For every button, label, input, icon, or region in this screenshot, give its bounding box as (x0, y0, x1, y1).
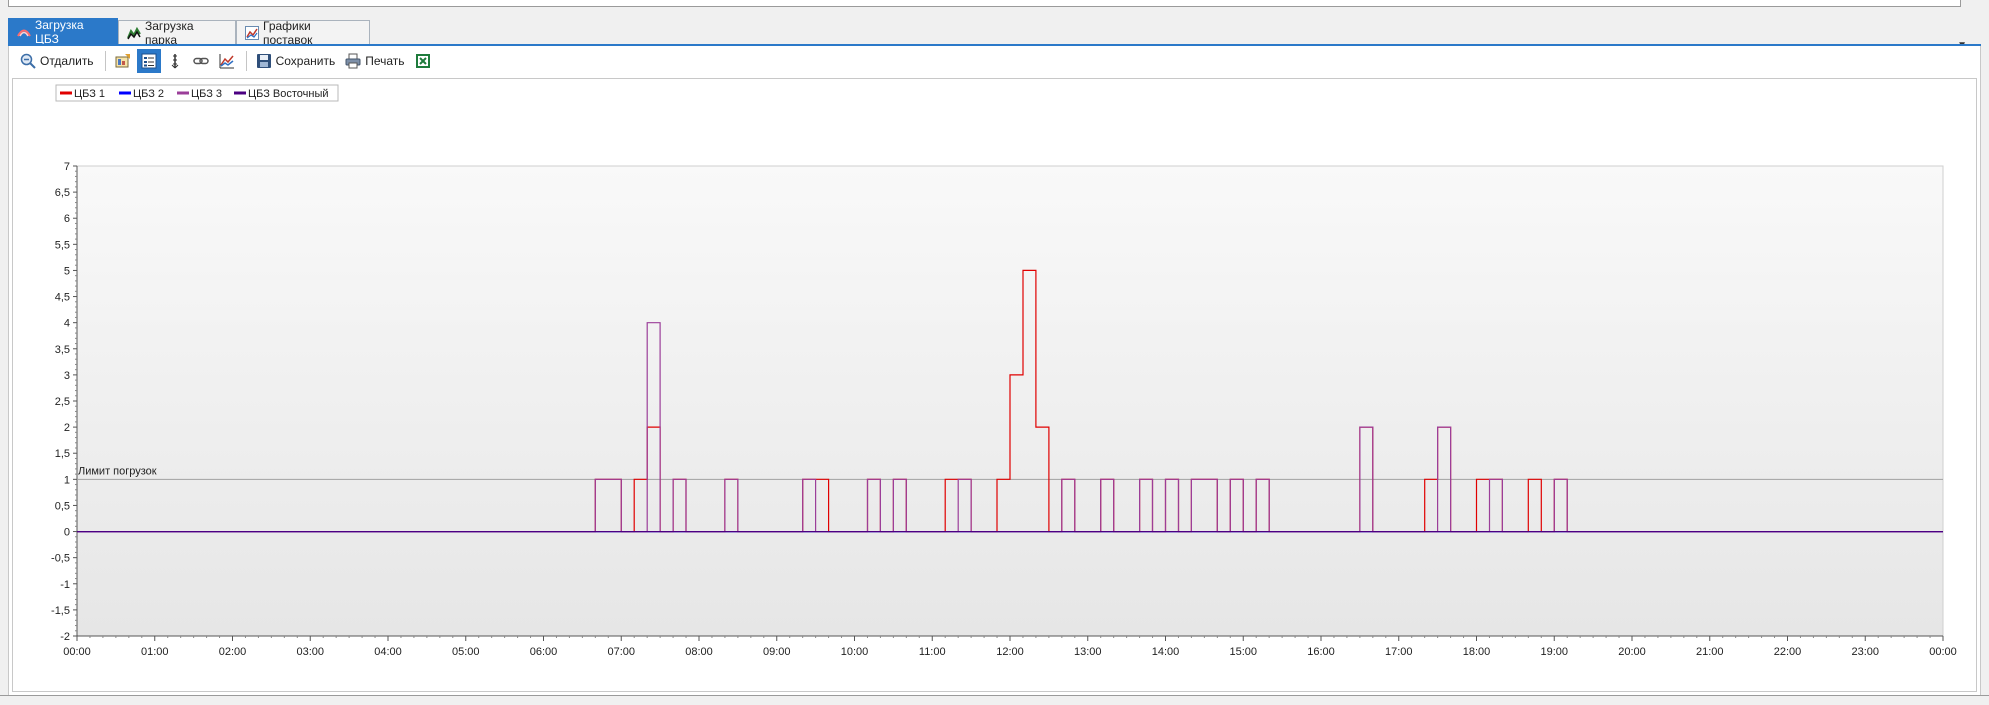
y-tick-label: -1 (60, 579, 70, 591)
printer-icon (345, 53, 361, 69)
y-tick-label: -1,5 (51, 605, 70, 617)
x-tick-label: 10:00 (841, 646, 869, 658)
zoom-out-button[interactable]: Отдалить (16, 49, 98, 73)
y-tick-label: 7 (64, 161, 70, 173)
save-button[interactable]: Сохранить (252, 49, 340, 73)
x-tick-label: 01:00 (141, 646, 169, 658)
link-icon (192, 53, 209, 69)
y-tick-label: 4,5 (55, 292, 70, 304)
tab-cbz-load[interactable]: Загрузка ЦБЗ (8, 18, 118, 46)
zoom-out-icon (20, 53, 36, 69)
tab-park-load[interactable]: Загрузка парка (118, 18, 236, 47)
toolbar-separator (104, 51, 106, 71)
x-tick-label: 08:00 (685, 646, 713, 658)
bottom-status-strip (0, 695, 1989, 705)
y-tick-label: 6,5 (55, 187, 70, 199)
x-tick-label: 06:00 (530, 646, 558, 658)
export-excel-button[interactable] (411, 49, 435, 73)
x-tick-label: 02:00 (219, 646, 247, 658)
legend-entry: ЦБЗ 2 (133, 88, 164, 100)
legend-box (55, 84, 339, 102)
tab-underline (8, 44, 1981, 46)
chart-toolbar: Отдалить Сохранить Печать (8, 46, 1981, 76)
chart-properties-button[interactable] (111, 49, 135, 73)
y-tick-label: 5,5 (55, 239, 70, 251)
x-tick-label: 07:00 (607, 646, 635, 658)
x-tick-label: 20:00 (1618, 646, 1646, 658)
tab-bar: Загрузка ЦБЗ Загрузка парка Графики пост… (8, 18, 1981, 51)
line-chart-icon (219, 53, 235, 69)
legend-entry: ЦБЗ Восточный (248, 88, 329, 100)
y-tick-label: 6 (64, 213, 70, 225)
excel-icon (415, 53, 431, 69)
legend-toggle-button[interactable] (136, 49, 161, 73)
y-tick-label: 0 (64, 527, 70, 539)
x-tick-label: 17:00 (1385, 646, 1413, 658)
x-tick-label: 16:00 (1307, 646, 1335, 658)
y-tick-label: 1,5 (55, 448, 70, 460)
x-tick-label: 19:00 (1540, 646, 1568, 658)
x-tick-label: 04:00 (374, 646, 402, 658)
y-tick-label: 2 (64, 422, 70, 434)
chart-type-button[interactable] (215, 49, 239, 73)
x-tick-label: 15:00 (1229, 646, 1257, 658)
x-tick-label: 13:00 (1074, 646, 1102, 658)
x-tick-label: 05:00 (452, 646, 480, 658)
y-tick-label: 4 (64, 318, 70, 330)
step-line-chart: -2 -1,5 -1 -0,5 0 0,5 1 1,5 2 2,5 3 3,5 4 4,5 5 5,5 6 6,5… (51, 84, 1957, 658)
save-label: Сохранить (275, 54, 336, 68)
limit-line-label: Лимит погрузок (78, 465, 157, 477)
chart-area: -2 -1,5 -1 -0,5 0 0,5 1 1,5 2 2,5 3 3,5 4 4,5 5 5,5 6 6,5… (12, 78, 1977, 692)
tab-label: Загрузка парка (145, 18, 194, 47)
x-tick-label: 00:00 (63, 646, 91, 658)
y-tick-label: -2 (60, 631, 70, 643)
tab-label: Графики поставок (263, 18, 313, 47)
link-series-button[interactable] (189, 49, 213, 73)
x-tick-label: 23:00 (1851, 646, 1879, 658)
delivery-chart-icon (245, 25, 259, 40)
axis-button[interactable] (163, 49, 187, 73)
toolbar-separator (245, 51, 247, 71)
x-tick-label: 12:00 (996, 646, 1024, 658)
print-button[interactable]: Печать (341, 49, 408, 73)
y-tick-label: -0,5 (51, 553, 70, 565)
x-tick-label: 11:00 (919, 646, 946, 658)
top-panel-strip (0, 0, 1989, 10)
y-tick-label: 2,5 (55, 396, 70, 408)
legend-icon (141, 53, 157, 69)
tank-chart-icon (127, 26, 141, 40)
tab-label: Загрузка ЦБЗ (35, 18, 84, 46)
x-tick-label: 09:00 (763, 646, 791, 658)
legend-entry: ЦБЗ 1 (74, 88, 105, 100)
x-tick-label: 21:00 (1696, 646, 1724, 658)
zoom-out-label: Отдалить (40, 54, 94, 68)
tab-delivery-charts[interactable]: Графики поставок (236, 18, 370, 47)
floppy-disk-icon (256, 53, 272, 69)
x-tick-label: 03:00 (296, 646, 324, 658)
x-tick-label: 18:00 (1463, 646, 1491, 658)
y-tick-label: 1 (64, 474, 70, 486)
y-tick-label: 5 (64, 265, 70, 277)
properties-icon (115, 53, 131, 69)
print-label: Печать (365, 54, 405, 68)
x-tick-label: 00:00 (1929, 646, 1957, 658)
legend-entry: ЦБЗ 3 (191, 88, 222, 100)
vertical-axis-icon (167, 53, 183, 69)
y-tick-label: 3 (64, 370, 70, 382)
top-panel-frame (8, 0, 1961, 7)
x-tick-label: 22:00 (1774, 646, 1802, 658)
load-chart-icon (17, 25, 31, 39)
y-tick-label: 0,5 (55, 500, 70, 512)
x-tick-label: 14:00 (1152, 646, 1180, 658)
y-tick-label: 3,5 (55, 344, 70, 356)
